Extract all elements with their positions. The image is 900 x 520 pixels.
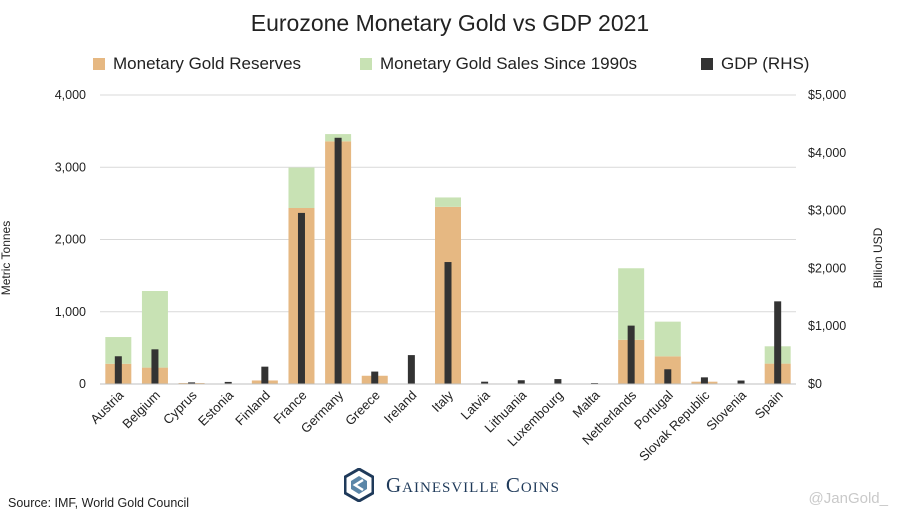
x-tick-label: Italy [429,387,457,415]
y-tick-right: $3,000 [808,204,846,218]
bar-gdp [554,379,562,384]
bar-gdp [407,355,415,384]
bar-gold-sales [288,167,315,208]
chart-title: Eurozone Monetary Gold vs GDP 2021 [250,10,650,36]
x-tick-label: Greece [342,388,383,429]
bar-gdp [371,371,379,384]
y-axis-right-title: Billion USD [871,227,885,289]
source-note: Source: IMF, World Gold Council [8,496,190,510]
x-tick-label: Belgium [119,388,163,432]
legend-swatch-gold-sales [360,58,372,70]
bar-gdp [664,369,672,384]
bar-gdp [188,382,196,384]
bar-gdp [737,380,745,384]
x-tick-label: Malta [570,387,604,421]
bar-gdp [114,356,122,384]
bar-gold-sales [654,321,681,357]
y-tick-left: 3,000 [55,160,86,174]
legend-item-gold-sales: Monetary Gold Sales Since 1990s [360,54,637,74]
y-tick-right: $0 [808,377,822,391]
y-axis-left-title: Metric Tonnes [0,220,13,296]
bar-gdp [261,366,269,384]
bar-gdp [627,325,635,384]
bar-gdp [224,381,232,384]
logo-mark-icon [344,468,374,502]
gainesville-coins-logo: Gainesville Coins [344,468,560,502]
logo-text: Gainesville Coins [386,472,560,497]
y-tick-left: 1,000 [55,305,86,319]
bar-gdp [481,381,489,384]
legend: Monetary Gold Reserves Monetary Gold Sal… [0,54,900,78]
bar-gdp [774,301,782,384]
x-tick-label: Ireland [381,388,420,427]
y-tick-right: $2,000 [808,261,846,275]
bar-gold-sales [435,197,461,207]
x-tick-label: Estonia [195,387,237,429]
legend-swatch-gold-reserves [93,58,105,70]
bar-gold-sales [325,134,352,142]
x-tick-label: Finland [232,388,273,429]
bar-gdp [151,349,159,384]
legend-item-gold-reserves: Monetary Gold Reserves [93,54,301,74]
x-tick-label: Slovenia [703,387,749,433]
legend-swatch-gdp [701,58,713,70]
legend-item-gdp: GDP (RHS) [701,54,809,74]
y-tick-right: $5,000 [808,88,846,102]
x-tick-label: Spain [752,388,786,422]
legend-label-gold-sales: Monetary Gold Sales Since 1990s [380,54,638,73]
y-tick-left: 0 [79,377,86,391]
bar-gdp [297,212,305,384]
bar-gdp [444,262,452,384]
y-tick-right: $4,000 [808,146,846,160]
x-tick-label: Cyprus [160,387,200,427]
bar-gdp [700,377,708,384]
legend-label-gold-reserves: Monetary Gold Reserves [113,54,302,73]
watermark: @JanGold_ [808,490,888,507]
y-tick-left: 4,000 [55,88,86,102]
bar-gdp [517,380,525,384]
y-tick-right: $1,000 [808,319,846,333]
y-tick-left: 2,000 [55,233,86,247]
bar-gdp [334,137,342,384]
legend-label-gdp: GDP (RHS) [721,54,810,73]
